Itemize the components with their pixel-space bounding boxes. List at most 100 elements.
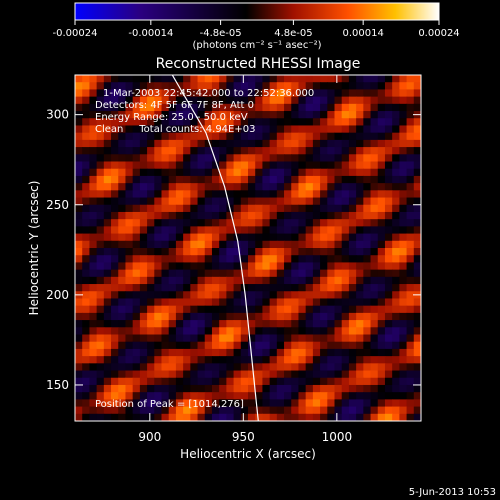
heatmap-cell: [240, 111, 249, 119]
heatmap-cell: [276, 406, 285, 415]
heatmap-cell: [291, 327, 300, 336]
heatmap-cell: [240, 190, 249, 199]
heatmap-cell: [255, 183, 264, 191]
heatmap-cell: [190, 413, 199, 421]
heatmap-cell: [240, 377, 249, 386]
heatmap-cell: [96, 327, 105, 336]
heatmap-cell: [211, 240, 220, 249]
heatmap-cell: [168, 327, 177, 336]
heatmap-cell: [132, 118, 141, 127]
heatmap-cell: [291, 111, 300, 119]
heatmap-cell: [269, 233, 278, 242]
heatmap-cell: [147, 139, 155, 148]
heatmap-cell: [327, 255, 336, 264]
heatmap-cell: [406, 276, 415, 285]
heatmap-cell: [284, 211, 292, 220]
heatmap-cell: [392, 111, 400, 119]
heatmap-cell: [183, 312, 191, 321]
heatmap-cell: [399, 377, 408, 386]
heatmap-cell: [240, 204, 249, 213]
heatmap-cell: [248, 276, 256, 285]
heatmap-cell: [82, 327, 91, 336]
heatmap-cell: [341, 413, 350, 421]
heatmap-cell: [197, 406, 206, 415]
heatmap-cell: [161, 384, 170, 393]
heatmap-cell: [327, 197, 336, 206]
heatmap-cell: [233, 161, 242, 170]
heatmap-cell: [103, 118, 112, 127]
heatmap-cell: [111, 312, 119, 321]
heatmap-cell: [363, 305, 372, 314]
heatmap-cell: [312, 89, 321, 98]
heatmap-cell: [183, 240, 191, 249]
heatmap-cell: [211, 111, 220, 119]
heatmap-cell: [356, 132, 364, 141]
heatmap-cell: [183, 406, 191, 415]
heatmap-cell: [190, 327, 199, 336]
heatmap-cell: [233, 219, 242, 227]
heatmap-cell: [384, 269, 393, 278]
heatmap-cell: [233, 175, 242, 184]
heatmap-cell: [75, 125, 83, 134]
heatmap-cell: [291, 175, 300, 184]
heatmap-cell: [161, 175, 170, 184]
heatmap-cell: [168, 269, 177, 278]
heatmap-cell: [204, 248, 213, 256]
heatmap-cell: [233, 334, 242, 343]
heatmap-cell: [219, 82, 227, 91]
heatmap-cell: [82, 262, 91, 271]
heatmap-cell: [262, 118, 271, 127]
heatmap-cell: [327, 175, 336, 184]
heatmap-cell: [370, 356, 379, 364]
heatmap-cell: [111, 132, 119, 141]
heatmap-cell: [312, 320, 321, 328]
heatmap-cell: [168, 147, 177, 155]
heatmap-cell: [312, 363, 321, 372]
heatmap-cell: [161, 370, 170, 379]
heatmap-cell: [147, 168, 155, 177]
heatmap-cell: [183, 356, 191, 364]
heatmap-cell: [219, 226, 227, 235]
heatmap-cell: [320, 320, 328, 328]
heatmap-cell: [284, 103, 292, 112]
heatmap-cell: [305, 334, 314, 343]
heatmap-cell: [305, 139, 314, 148]
heatmap-cell: [219, 190, 227, 199]
heatmap-cell: [298, 312, 307, 321]
heatmap-cell: [197, 125, 206, 134]
heatmap-cell: [370, 248, 379, 256]
heatmap-cell: [312, 356, 321, 364]
heatmap-cell: [341, 370, 350, 379]
heatmap-cell: [413, 356, 421, 364]
heatmap-cell: [96, 103, 105, 112]
heatmap-cell: [392, 356, 400, 364]
heatmap-cell: [291, 255, 300, 264]
heatmap-cell: [356, 363, 364, 372]
heatmap-cell: [384, 154, 393, 163]
heatmap-cell: [96, 334, 105, 343]
heatmap-cell: [276, 413, 285, 421]
heatmap-cell: [384, 139, 393, 148]
heatmap-cell: [320, 276, 328, 285]
heatmap-cell: [363, 363, 372, 372]
heatmap-cell: [305, 406, 314, 415]
heatmap-cell: [413, 269, 421, 278]
heatmap-cell: [284, 341, 292, 350]
heatmap-cell: [305, 75, 314, 83]
heatmap-cell: [248, 262, 256, 271]
heatmap-cell: [154, 298, 163, 307]
heatmap-cell: [219, 334, 227, 343]
heatmap-cell: [161, 276, 170, 285]
heatmap-cell: [348, 118, 357, 127]
heatmap-cell: [233, 327, 242, 336]
heatmap-cell: [132, 103, 141, 112]
heatmap-cell: [370, 175, 379, 184]
heatmap-cell: [312, 240, 321, 249]
heatmap-cell: [312, 154, 321, 163]
heatmap-cell: [356, 147, 364, 155]
heatmap-cell: [226, 341, 235, 350]
heatmap-cell: [204, 291, 213, 300]
heatmap-cell: [233, 82, 242, 91]
heatmap-cell: [363, 291, 372, 300]
heatmap-cell: [233, 211, 242, 220]
